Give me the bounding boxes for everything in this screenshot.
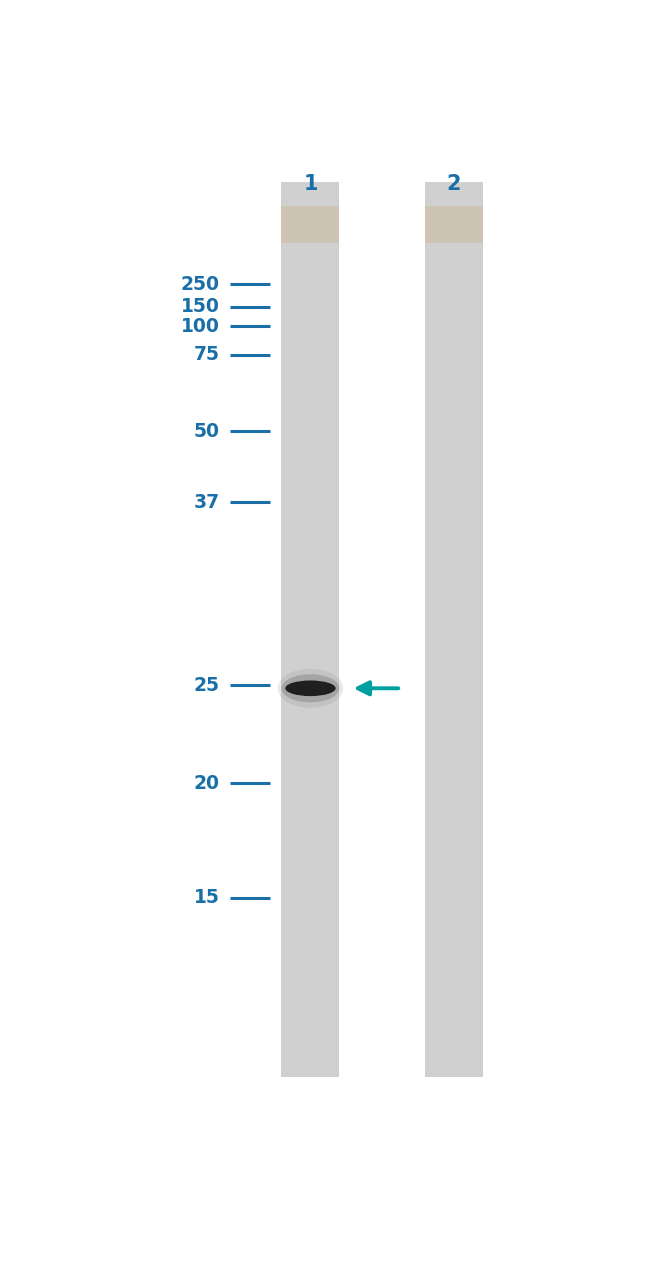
Text: 2: 2	[447, 174, 461, 194]
Bar	[281, 182, 339, 1077]
Text: 150: 150	[181, 297, 220, 316]
Bar	[425, 206, 483, 244]
Bar	[425, 182, 483, 1077]
Text: 75: 75	[194, 345, 220, 364]
Bar	[281, 206, 339, 244]
Text: 1: 1	[303, 174, 318, 194]
Ellipse shape	[278, 669, 343, 707]
Text: 37: 37	[194, 493, 220, 512]
Text: 15: 15	[194, 888, 220, 907]
Ellipse shape	[285, 681, 335, 696]
Text: 25: 25	[194, 676, 220, 695]
Ellipse shape	[281, 674, 339, 702]
Text: 250: 250	[181, 274, 220, 293]
Text: 50: 50	[194, 422, 220, 441]
Text: 20: 20	[194, 773, 220, 792]
Text: 100: 100	[181, 318, 220, 337]
